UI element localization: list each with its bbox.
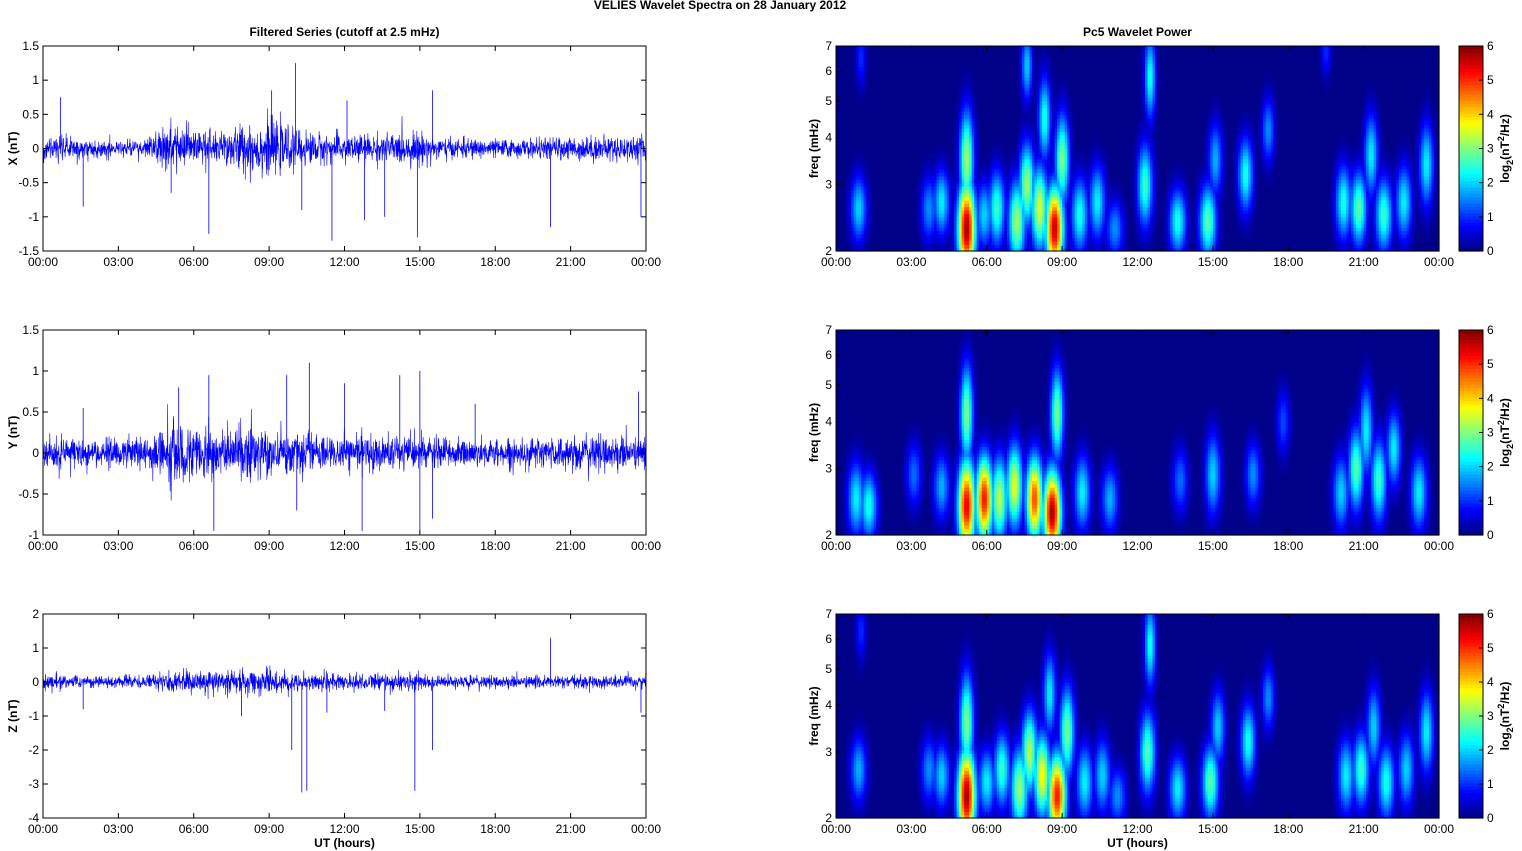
x-tick-label: 12:00 (329, 539, 359, 553)
x-tick-label: 06:00 (179, 255, 209, 269)
x-tick-label: 03:00 (103, 255, 133, 269)
x-tick-label: 15:00 (405, 539, 435, 553)
y-tick-label: -1 (28, 210, 39, 224)
y-tick-label: 1.5 (22, 323, 39, 337)
x-tick-label: 21:00 (556, 822, 586, 836)
y-tick-label: -3 (28, 777, 39, 791)
x-tick-label: 00:00 (28, 255, 58, 269)
y-tick-label: -0.5 (18, 487, 39, 501)
x-tick-label: 18:00 (480, 255, 510, 269)
x-tick-label: 00:00 (28, 539, 58, 553)
x-tick-label: 15:00 (405, 822, 435, 836)
y-tick-label: -1 (28, 709, 39, 723)
x-tick-label: 00:00 (631, 822, 661, 836)
y-tick-label: 0 (32, 675, 39, 689)
y-tick-label: -0.5 (18, 176, 39, 190)
x-tick-label: 06:00 (179, 822, 209, 836)
x-tick-label: 00:00 (631, 255, 661, 269)
y-tick-label: 1.5 (22, 39, 39, 53)
figure-title: VELIES Wavelet Spectra on 28 January 201… (594, 0, 847, 12)
x-tick-label: 18:00 (480, 539, 510, 553)
y-axis-label: X (nT) (6, 132, 20, 166)
plot-background (43, 614, 646, 818)
y-tick-label: 2 (32, 607, 39, 621)
x-tick-label: 09:00 (254, 539, 284, 553)
y-tick-label: -2 (28, 743, 39, 757)
x-tick-label: 03:00 (103, 539, 133, 553)
y-tick-label: 0.5 (22, 405, 39, 419)
x-tick-label: 09:00 (254, 822, 284, 836)
y-axis-label: Z (nT) (6, 699, 20, 732)
plot-area: -1.5-1-0.500.511.500:00 03:00 06:00 09:00 12… (6, 25, 1515, 850)
y-tick-label: 1 (32, 73, 39, 87)
x-tick-label: 03:00 (103, 822, 133, 836)
heatmap-cells (836, 46, 1440, 252)
y-tick-label: 1 (32, 641, 39, 655)
x-tick-label: 06:00 (179, 539, 209, 553)
x-tick-label: 12:00 (329, 255, 359, 269)
y-tick-label: 0 (32, 142, 39, 156)
x-tick-label: 18:00 (480, 822, 510, 836)
y-axis-label: Y (nT) (6, 416, 20, 450)
x-tick-label: 00:00 (28, 822, 58, 836)
y-tick-label: 1 (32, 364, 39, 378)
y-tick-label: 0 (32, 446, 39, 460)
x-tick-label: 21:00 (556, 539, 586, 553)
x-tick-label: 09:00 (254, 255, 284, 269)
x-tick-label: 00:00 (631, 539, 661, 553)
y-tick-label: 0.5 (22, 107, 39, 121)
x-tick-label: 15:00 (405, 255, 435, 269)
x-tick-label: 12:00 (329, 822, 359, 836)
x-axis-label: UT (hours) (314, 836, 375, 850)
chart-title: Filtered Series (cutoff at 2.5 mHz) (249, 25, 439, 39)
x-tick-label: 21:00 (556, 255, 586, 269)
